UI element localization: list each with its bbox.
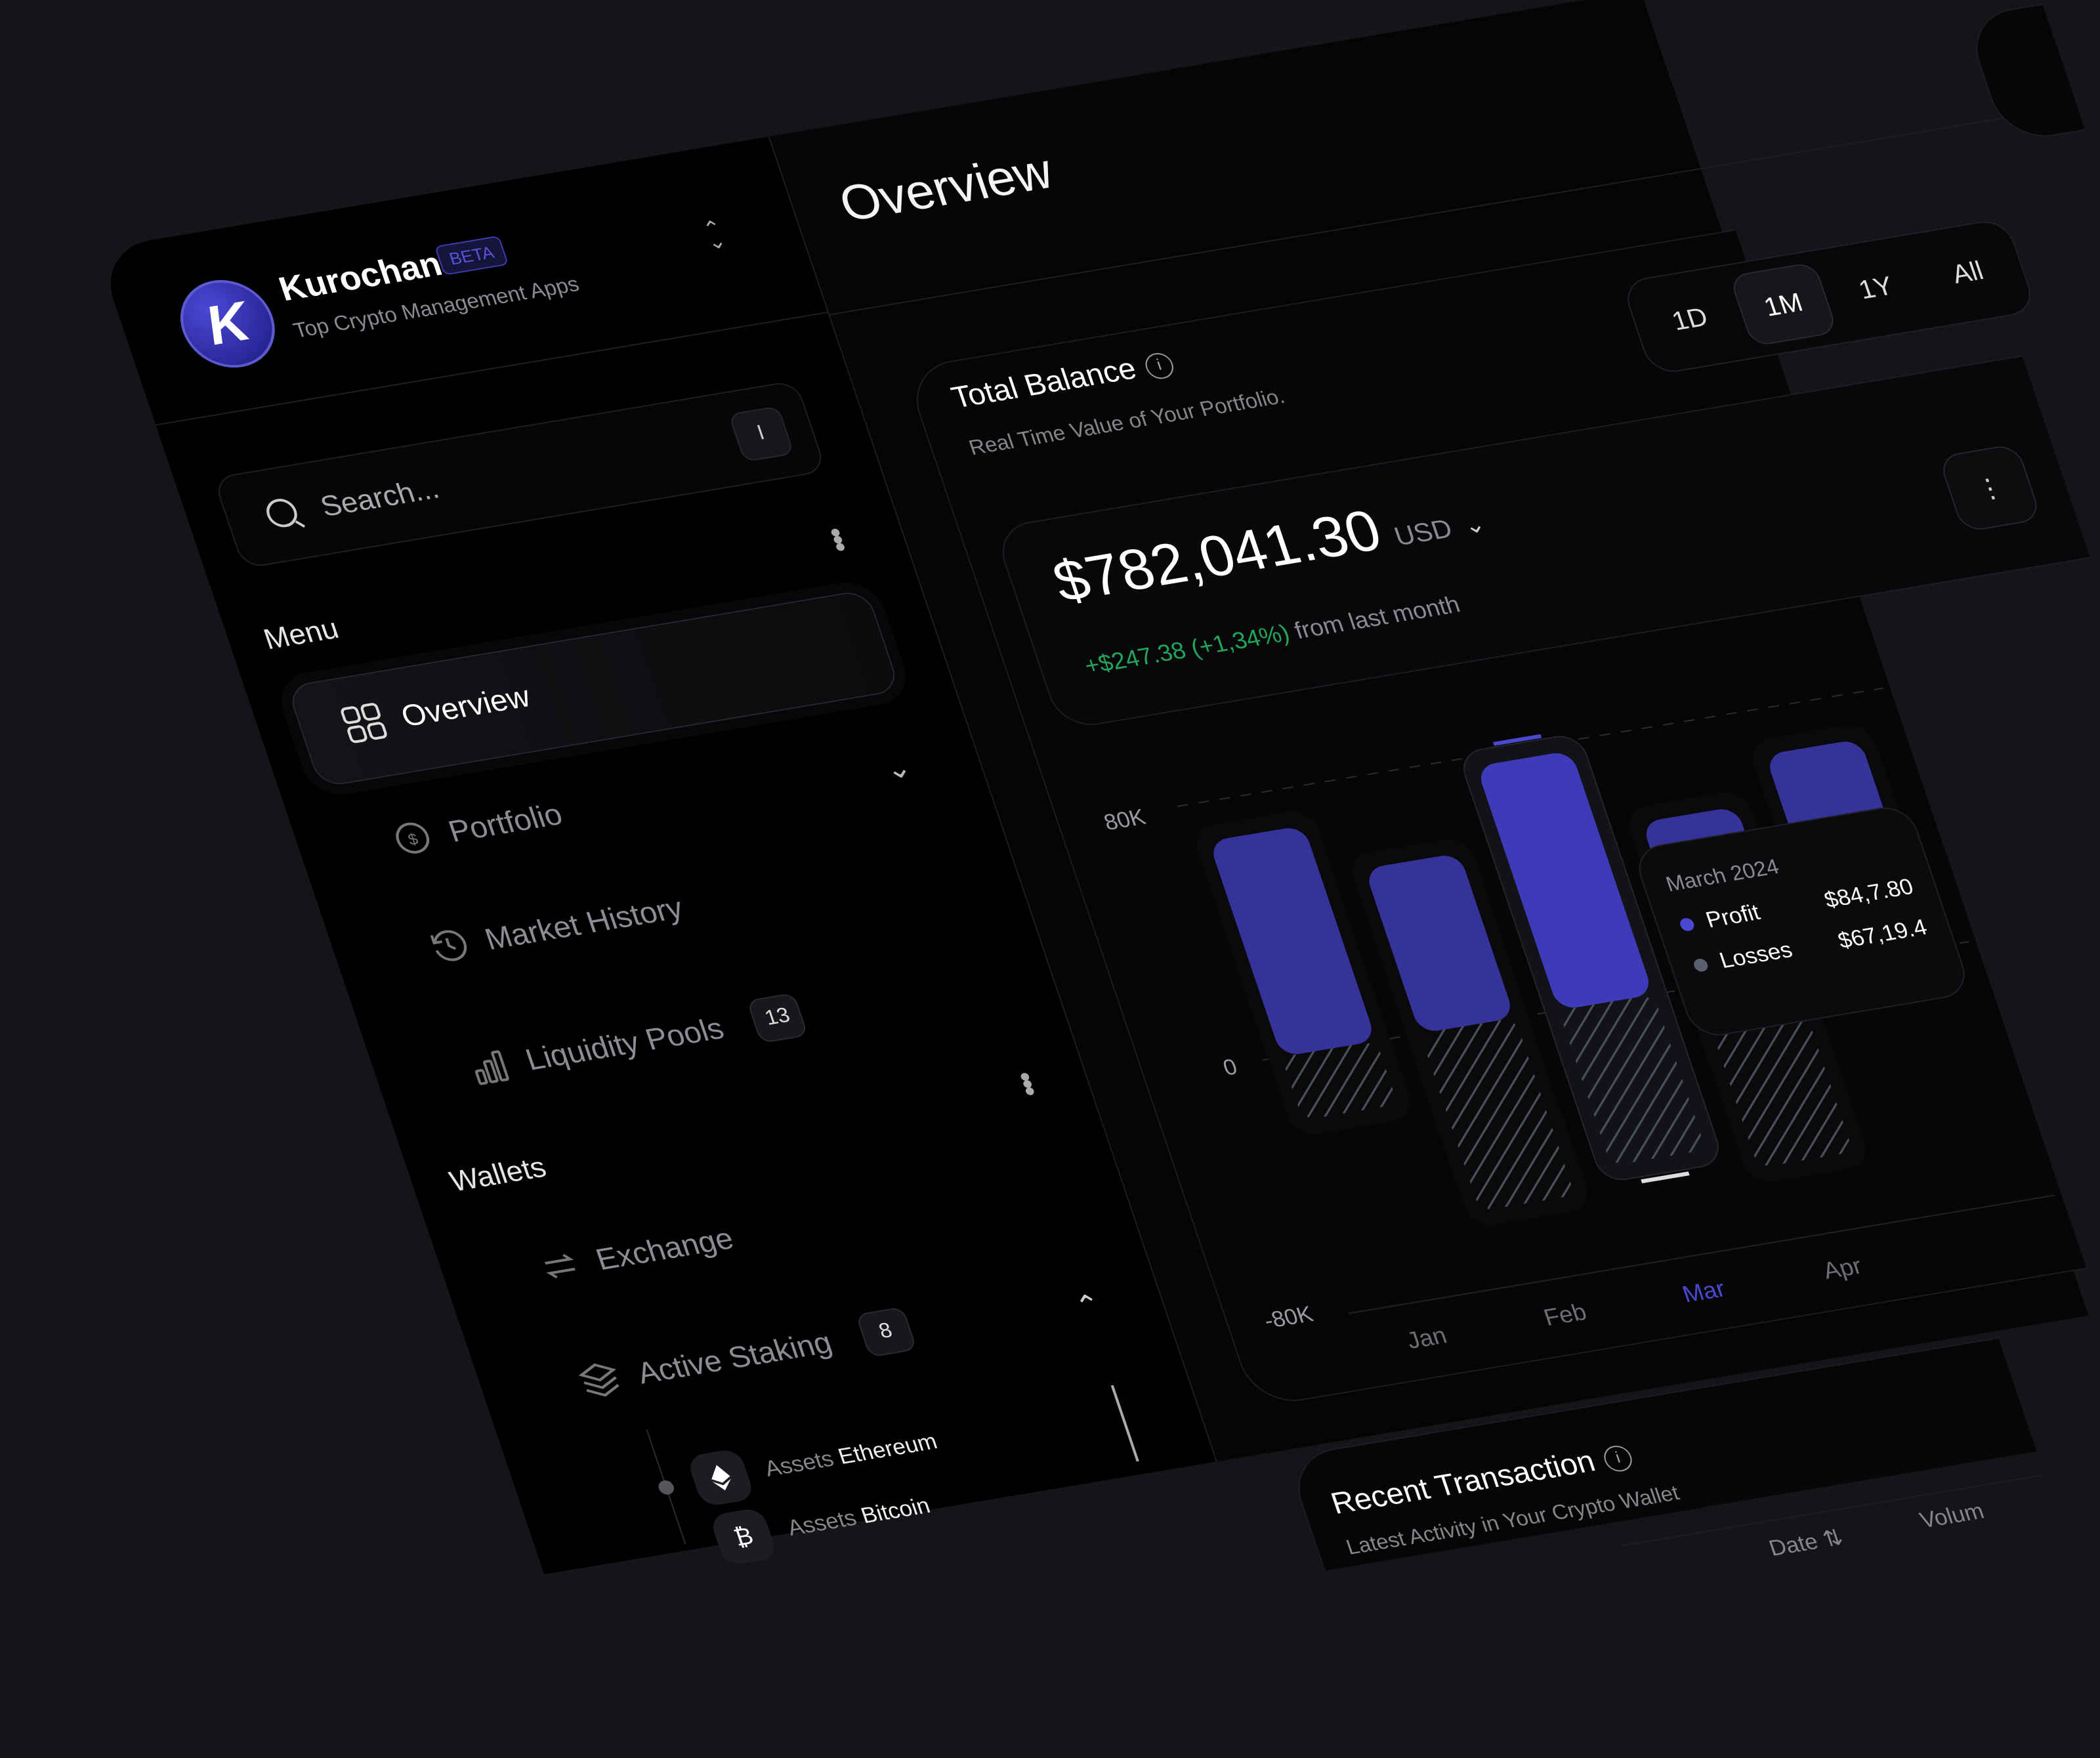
sidebar-item-label: Exchange bbox=[591, 1220, 738, 1276]
tab-1m[interactable]: 1M bbox=[1728, 261, 1839, 347]
active-indicator bbox=[1641, 1171, 1690, 1184]
sidebar-item-label: Portfolio bbox=[444, 796, 566, 848]
loss-bar bbox=[1285, 1043, 1395, 1119]
column-header-date[interactable]: Date ⇅ bbox=[1765, 1524, 1847, 1561]
sidebar-item-overview-content[interactable]: Overview bbox=[338, 677, 536, 745]
tooltip-profit-label: Profit bbox=[1702, 900, 1763, 933]
x-axis bbox=[1348, 1194, 2055, 1314]
beta-badge: BETA bbox=[434, 235, 509, 276]
sidebar-item-portfolio[interactable]: $ Portfolio bbox=[388, 795, 566, 859]
dashboard: K Kurochan BETA Top Crypto Management Ap… bbox=[96, 0, 2091, 1574]
subitem-prefix: Assets bbox=[761, 1446, 837, 1482]
sidebar-item-liquidity-pools[interactable]: Liquidity Pools 13 bbox=[464, 992, 809, 1091]
wallets-heading: Wallets bbox=[445, 1150, 551, 1198]
sidebar-item-market-history[interactable]: Market History bbox=[425, 889, 688, 967]
logo-letter: K bbox=[197, 290, 258, 357]
subitem-name: Ethereum bbox=[835, 1429, 940, 1469]
search-icon bbox=[266, 499, 306, 528]
wallets-more-icon[interactable]: ••• bbox=[1007, 1069, 1048, 1097]
sidebar-item-label: Market History bbox=[480, 889, 687, 956]
tab-1d[interactable]: 1D bbox=[1668, 303, 1712, 337]
sidebar-item-overview[interactable] bbox=[285, 589, 901, 788]
chevron-down-icon[interactable]: ⌄ bbox=[881, 750, 916, 786]
scrollbar[interactable] bbox=[1110, 1385, 1139, 1462]
loss-bar bbox=[1562, 996, 1703, 1164]
dollar-circle-icon: $ bbox=[396, 822, 430, 854]
currency-select[interactable]: USD bbox=[1391, 514, 1456, 553]
tooltip-loss-label: Losses bbox=[1716, 937, 1796, 974]
subitem-prefix: Assets bbox=[784, 1505, 860, 1541]
workspace-switch-icon[interactable]: ⌃ ⌄ bbox=[700, 217, 730, 255]
sidebar-item-label: Liquidity Pools bbox=[520, 1010, 728, 1076]
count-badge: 8 bbox=[854, 1307, 917, 1358]
x-tick-label: Apr bbox=[1820, 1252, 1865, 1284]
chevron-up-icon[interactable]: ⌃ bbox=[1070, 1287, 1106, 1324]
grid-icon bbox=[341, 703, 387, 743]
x-tick-label: Mar bbox=[1679, 1275, 1728, 1307]
sidebar-item-label: Active Staking bbox=[632, 1324, 836, 1390]
tab-all[interactable]: All bbox=[1948, 257, 1988, 290]
search-input[interactable]: Search... I bbox=[213, 380, 827, 570]
profit-bar bbox=[1480, 753, 1649, 1008]
sidebar-item-exchange[interactable]: Exchange bbox=[536, 1219, 738, 1287]
bar-chart-icon bbox=[474, 1050, 509, 1085]
svg-text:$: $ bbox=[406, 831, 421, 849]
sidebar: K Kurochan BETA Top Crypto Management Ap… bbox=[96, 136, 1217, 1574]
search-placeholder: Search... bbox=[316, 471, 444, 523]
tooltip-profit-value: $84,7.80 bbox=[1821, 874, 1917, 913]
count-badge: 13 bbox=[746, 992, 809, 1044]
x-tick-label: Feb bbox=[1540, 1299, 1589, 1331]
loss-dot-icon bbox=[1692, 957, 1710, 973]
bitcoin-icon: ₿ bbox=[708, 1507, 779, 1567]
exchange-icon bbox=[545, 1253, 576, 1279]
tooltip-loss-value: $67,19.4 bbox=[1834, 914, 1931, 953]
side-card bbox=[1963, 3, 2086, 144]
loss-bar bbox=[1423, 1019, 1572, 1209]
menu-more-icon[interactable]: ••• bbox=[817, 524, 858, 553]
sidebar-subitem-ethereum[interactable]: Assets Ethereum bbox=[686, 1416, 945, 1508]
menu-heading: Menu bbox=[259, 612, 343, 656]
ethereum-icon bbox=[686, 1448, 756, 1508]
column-header-volume[interactable]: Volum bbox=[1916, 1498, 1988, 1534]
y-tick-label: -80K bbox=[1261, 1302, 1316, 1333]
subitem-name: Bitcoin bbox=[858, 1493, 934, 1529]
layers-icon bbox=[578, 1363, 620, 1397]
x-tick-label: Jan bbox=[1403, 1322, 1450, 1354]
history-icon bbox=[430, 930, 467, 961]
sidebar-item-active-staking[interactable]: Active Staking 8 bbox=[573, 1307, 917, 1405]
tree-node bbox=[656, 1479, 676, 1496]
brand-logo: K bbox=[168, 273, 287, 375]
y-tick-label: 0 bbox=[1220, 1055, 1240, 1080]
y-tick-label: 80K bbox=[1101, 805, 1148, 835]
profit-dot-icon bbox=[1678, 917, 1696, 932]
profit-bar bbox=[1213, 828, 1372, 1055]
profit-bar bbox=[1369, 856, 1510, 1031]
active-indicator bbox=[1492, 734, 1542, 746]
search-shortcut: I bbox=[728, 406, 795, 463]
tab-1y[interactable]: 1Y bbox=[1855, 272, 1897, 306]
